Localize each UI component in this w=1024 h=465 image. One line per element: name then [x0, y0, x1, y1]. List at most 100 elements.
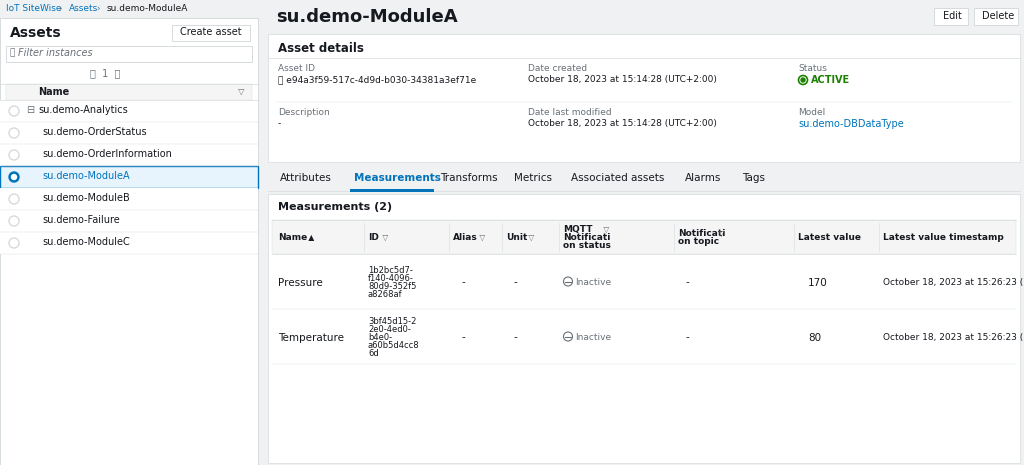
- Text: 📋 e94a3f59-517c-4d9d-b030-34381a3ef71e: 📋 e94a3f59-517c-4d9d-b030-34381a3ef71e: [278, 75, 476, 84]
- Text: Measurements: Measurements: [354, 173, 441, 183]
- Text: su.demo-ModuleA: su.demo-ModuleA: [42, 171, 130, 181]
- Text: Asset details: Asset details: [278, 42, 364, 55]
- Text: Notificati: Notificati: [678, 229, 725, 238]
- Text: Metrics: Metrics: [514, 173, 552, 183]
- Text: b4e0-: b4e0-: [368, 332, 392, 341]
- Text: October 18, 2023 at 15:14:28 (UTC+2:00): October 18, 2023 at 15:14:28 (UTC+2:00): [528, 119, 717, 128]
- Bar: [934, 8, 968, 25]
- Text: on status: on status: [563, 241, 611, 250]
- Text: ⊟: ⊟: [26, 105, 34, 115]
- Text: Alarms: Alarms: [685, 173, 722, 183]
- Text: Name: Name: [38, 87, 70, 97]
- Text: -: -: [686, 278, 690, 287]
- Text: 〈  1  〉: 〈 1 〉: [90, 68, 121, 78]
- Text: su.demo-OrderStatus: su.demo-OrderStatus: [42, 127, 146, 137]
- Circle shape: [801, 78, 805, 82]
- Text: -: -: [514, 332, 518, 343]
- Text: Delete: Delete: [982, 11, 1014, 21]
- Text: -: -: [278, 119, 282, 128]
- Text: ▽: ▽: [238, 87, 245, 96]
- Bar: [272, 220, 1016, 254]
- Text: ACTIVE: ACTIVE: [811, 75, 850, 85]
- Text: ▽: ▽: [601, 225, 609, 234]
- Text: su.demo-ModuleA: su.demo-ModuleA: [106, 4, 188, 13]
- Text: ›: ›: [94, 4, 103, 13]
- Bar: [272, 254, 1016, 309]
- Text: Measurements (2): Measurements (2): [278, 202, 392, 212]
- Bar: [172, 25, 250, 41]
- Text: Filter instances: Filter instances: [18, 48, 92, 58]
- Text: October 18, 2023 at 15:26:23 (UTC+2:00): October 18, 2023 at 15:26:23 (UTC+2:00): [883, 332, 1024, 341]
- Bar: [0, 232, 258, 254]
- Text: on topic: on topic: [678, 237, 719, 246]
- Text: 80d9-352f5: 80d9-352f5: [368, 281, 417, 291]
- Text: 2e0-4ed0-: 2e0-4ed0-: [368, 325, 411, 333]
- Text: Asset ID: Asset ID: [278, 64, 315, 73]
- Text: IoT SiteWise: IoT SiteWise: [6, 4, 61, 13]
- Text: Inactive: Inactive: [575, 332, 611, 341]
- Text: Assets: Assets: [69, 4, 98, 13]
- Text: Notificati: Notificati: [563, 233, 610, 242]
- Text: su.demo-Failure: su.demo-Failure: [42, 215, 120, 225]
- Text: Date created: Date created: [528, 64, 587, 73]
- Bar: [268, 166, 1020, 192]
- Bar: [0, 144, 258, 166]
- Bar: [6, 46, 252, 62]
- Bar: [272, 309, 1016, 364]
- Text: Pressure: Pressure: [278, 278, 323, 287]
- Text: -: -: [461, 332, 465, 343]
- Text: -: -: [461, 278, 465, 287]
- Bar: [0, 122, 258, 144]
- Text: Transforms: Transforms: [439, 173, 498, 183]
- Bar: [974, 8, 1018, 25]
- Text: su.demo-ModuleA: su.demo-ModuleA: [276, 8, 458, 26]
- Text: Status: Status: [798, 64, 826, 73]
- Bar: [0, 100, 258, 122]
- Text: October 18, 2023 at 15:26:23 (UTC+2:00): October 18, 2023 at 15:26:23 (UTC+2:00): [883, 278, 1024, 286]
- Bar: [268, 194, 1020, 463]
- Text: ID: ID: [368, 233, 379, 242]
- Text: Attributes: Attributes: [280, 173, 332, 183]
- Text: Unit: Unit: [506, 233, 527, 242]
- Text: su.demo-OrderInformation: su.demo-OrderInformation: [42, 149, 172, 159]
- Text: su.demo-DBDataType: su.demo-DBDataType: [798, 119, 904, 129]
- Text: October 18, 2023 at 15:14:28 (UTC+2:00): October 18, 2023 at 15:14:28 (UTC+2:00): [528, 75, 717, 84]
- Text: Assets: Assets: [10, 26, 61, 40]
- Text: Tags: Tags: [742, 173, 765, 183]
- Text: Date last modified: Date last modified: [528, 108, 611, 117]
- Bar: [0, 188, 258, 210]
- Text: Associated assets: Associated assets: [570, 173, 664, 183]
- Text: 🔍: 🔍: [9, 48, 14, 57]
- Text: ▽: ▽: [526, 233, 535, 242]
- Bar: [0, 210, 258, 232]
- Text: Name: Name: [278, 233, 307, 242]
- Circle shape: [9, 172, 19, 182]
- Text: ▽: ▽: [477, 233, 485, 242]
- Text: Create asset: Create asset: [180, 27, 242, 37]
- Text: 80: 80: [808, 332, 821, 343]
- Text: ▲: ▲: [306, 233, 314, 242]
- Text: 1b2bc5d7-: 1b2bc5d7-: [368, 266, 413, 274]
- Bar: [268, 34, 1020, 162]
- Text: Inactive: Inactive: [575, 278, 611, 286]
- Text: 170: 170: [808, 278, 827, 287]
- Text: 3bf45d15-2: 3bf45d15-2: [368, 317, 417, 326]
- Text: a8268af: a8268af: [368, 290, 402, 299]
- Text: su.demo-ModuleB: su.demo-ModuleB: [42, 193, 130, 203]
- Text: Edit: Edit: [943, 11, 962, 21]
- Text: su.demo-ModuleC: su.demo-ModuleC: [42, 237, 130, 247]
- Bar: [6, 84, 252, 100]
- Text: MQTT: MQTT: [563, 225, 593, 234]
- Text: 6d: 6d: [368, 348, 379, 358]
- Text: Latest value timestamp: Latest value timestamp: [883, 233, 1004, 242]
- Bar: [0, 166, 258, 188]
- Bar: [0, 0, 1024, 18]
- Bar: [0, 18, 258, 465]
- Text: f140-4096-: f140-4096-: [368, 273, 414, 283]
- Text: Model: Model: [798, 108, 825, 117]
- Circle shape: [11, 174, 16, 179]
- Bar: [268, 0, 1024, 32]
- Text: su.demo-Analytics: su.demo-Analytics: [38, 105, 128, 115]
- Text: Description: Description: [278, 108, 330, 117]
- Text: a60b5d4cc8: a60b5d4cc8: [368, 340, 420, 350]
